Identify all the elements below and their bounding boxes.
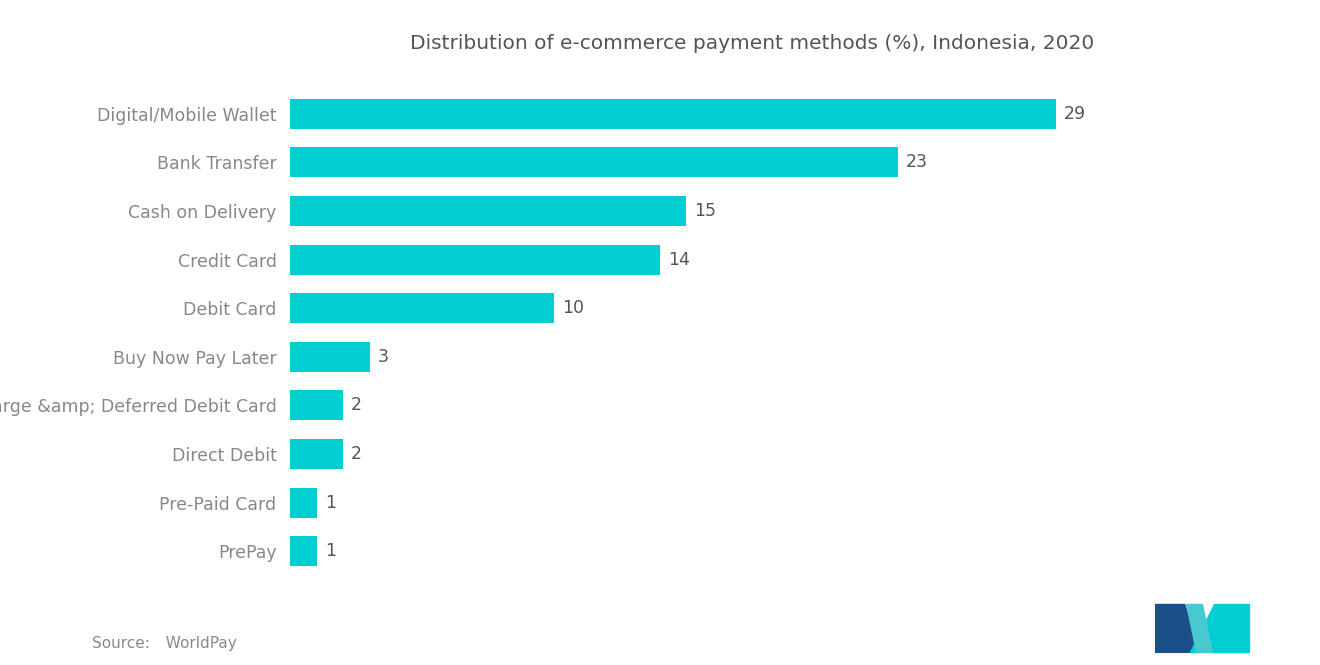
Bar xyxy=(290,196,686,226)
Bar xyxy=(290,536,317,566)
Text: 15: 15 xyxy=(694,202,717,220)
Bar xyxy=(290,293,554,323)
Text: 3: 3 xyxy=(378,348,388,366)
Text: 1: 1 xyxy=(325,542,335,560)
Text: WorldPay: WorldPay xyxy=(156,636,236,652)
Text: 2: 2 xyxy=(351,396,362,414)
Title: Distribution of e-commerce payment methods (%), Indonesia, 2020: Distribution of e-commerce payment metho… xyxy=(411,34,1094,53)
Bar xyxy=(290,98,1056,129)
Polygon shape xyxy=(1189,604,1249,652)
Bar xyxy=(290,487,317,517)
Bar xyxy=(290,148,898,178)
Text: 14: 14 xyxy=(668,251,690,269)
Text: 1: 1 xyxy=(325,493,335,511)
Bar xyxy=(290,245,660,275)
Bar xyxy=(290,342,370,372)
Polygon shape xyxy=(1187,604,1213,652)
Text: Source:: Source: xyxy=(92,636,150,652)
Polygon shape xyxy=(1155,604,1200,652)
Text: 29: 29 xyxy=(1064,105,1086,123)
Bar xyxy=(290,390,343,420)
Text: 2: 2 xyxy=(351,445,362,463)
Text: 23: 23 xyxy=(906,154,928,172)
Text: 10: 10 xyxy=(562,299,585,317)
Bar xyxy=(290,439,343,469)
